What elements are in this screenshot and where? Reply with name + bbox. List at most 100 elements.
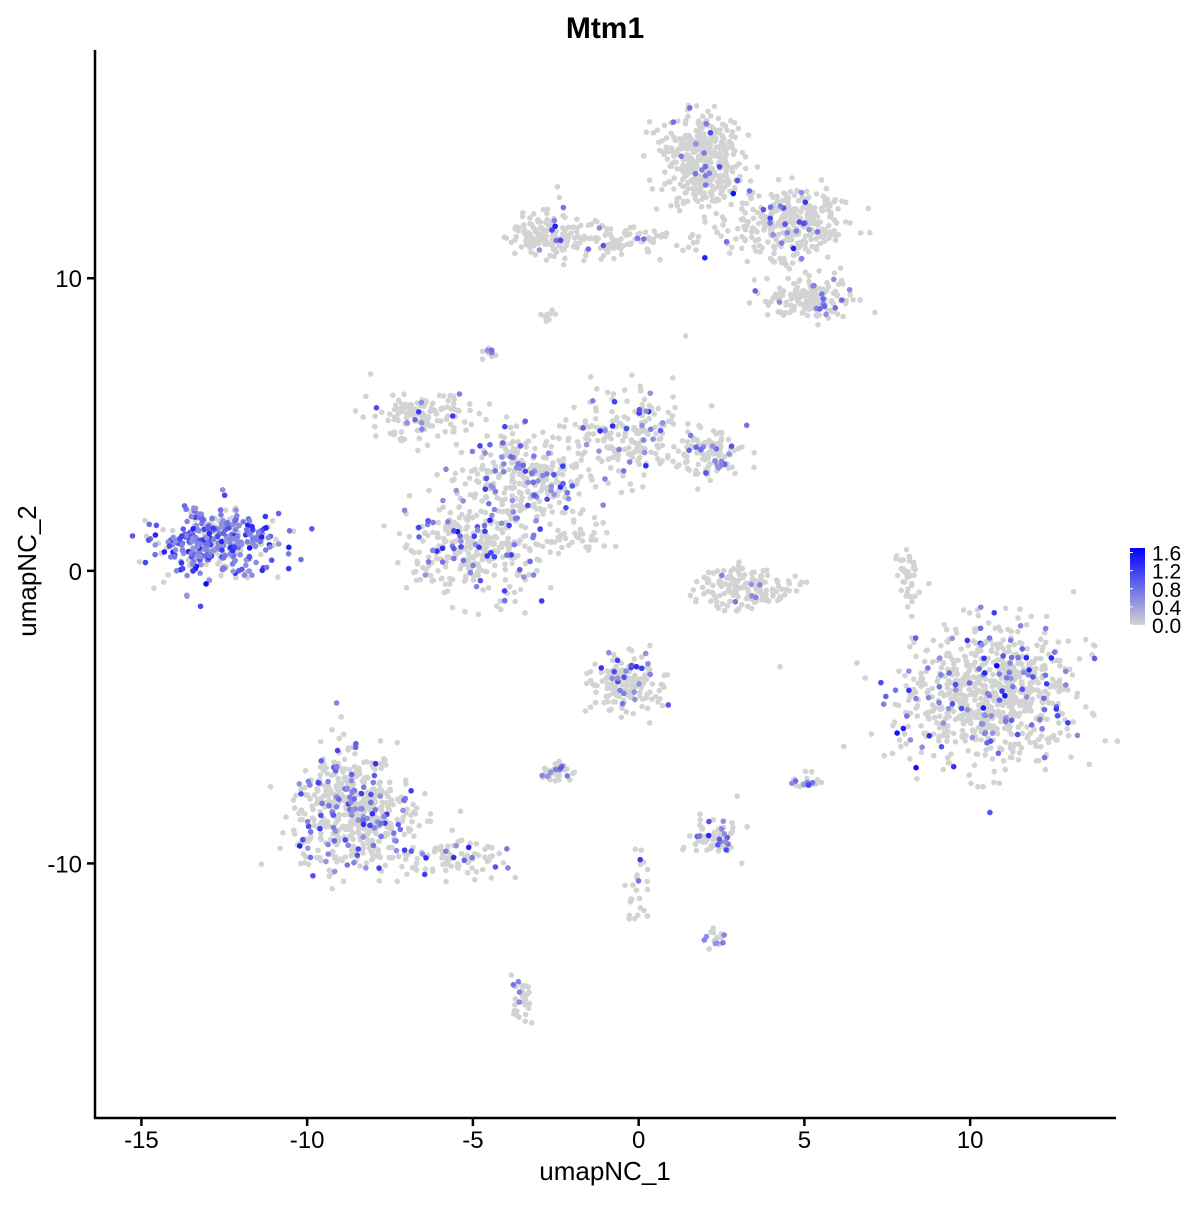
cell-point [403, 781, 409, 787]
cell-point [995, 645, 1001, 652]
cell-point [694, 470, 701, 477]
cell-point [780, 288, 787, 294]
cell-point [592, 415, 599, 422]
cell-point [761, 221, 768, 228]
cell-point [681, 451, 687, 457]
cell-point [733, 163, 739, 170]
legend-colorbar [1130, 548, 1145, 625]
cell-point-expressed [602, 427, 608, 434]
cell-point [679, 142, 685, 149]
cell-point-expressed [458, 538, 464, 545]
cell-point-expressed [262, 513, 269, 520]
cell-point [714, 934, 720, 941]
cell-point [903, 546, 910, 553]
cell-point [839, 198, 845, 204]
cell-point [1007, 723, 1013, 730]
cell-point [982, 752, 989, 758]
cell-point [452, 470, 459, 477]
cell-point-expressed [721, 932, 727, 938]
cell-point [909, 598, 915, 605]
cell-point [1015, 628, 1021, 635]
cell-point [323, 788, 329, 795]
cell-point-expressed [180, 526, 186, 532]
cell-point [427, 811, 434, 817]
cell-point [413, 860, 420, 867]
cell-point-expressed [450, 854, 457, 861]
cell-point [637, 387, 644, 394]
cell-point-expressed [492, 864, 499, 870]
cell-point [395, 559, 401, 566]
cell-point-expressed [964, 637, 971, 644]
cell-point [807, 215, 814, 222]
cell-point-expressed [693, 444, 699, 450]
cell-point [732, 134, 738, 141]
cell-point [396, 530, 403, 537]
cell-point [803, 188, 810, 195]
cell-point [742, 209, 748, 216]
cell-point [914, 775, 920, 782]
cell-point [644, 878, 651, 885]
cell-point [665, 409, 672, 416]
cell-point [1023, 621, 1030, 628]
chart-title: Mtm1 [566, 12, 644, 45]
cell-point [1042, 766, 1049, 773]
cell-point [717, 592, 723, 599]
cell-point [451, 429, 457, 435]
cell-point [787, 212, 794, 219]
cell-point [748, 605, 755, 612]
cell-point [445, 843, 451, 849]
cell-point [1014, 674, 1020, 680]
cell-point-expressed [218, 511, 224, 518]
cell-point [819, 286, 826, 293]
cell-point-expressed [701, 937, 708, 943]
cell-point [435, 567, 441, 574]
cell-point-expressed [715, 465, 722, 471]
cell-point-expressed [563, 504, 569, 511]
cell-point [617, 420, 623, 427]
cell-point-expressed [167, 554, 174, 560]
cell-point [970, 728, 977, 735]
cell-point [336, 735, 343, 742]
cell-point [966, 686, 973, 693]
cell-point-expressed [706, 170, 713, 177]
cell-point [764, 567, 770, 573]
cell-point-expressed [713, 446, 720, 452]
cell-point [577, 526, 584, 532]
cell-point-expressed [969, 734, 976, 741]
cell-point-expressed [460, 498, 466, 504]
cell-point [340, 878, 347, 885]
cell-point-expressed [703, 470, 709, 476]
cell-point [478, 466, 485, 472]
cell-point-expressed [515, 978, 522, 985]
cell-point-expressed [331, 868, 338, 875]
cell-point [539, 543, 546, 550]
cell-point-expressed [767, 204, 774, 210]
cell-point [676, 207, 683, 214]
cell-point [398, 408, 405, 415]
cell-point [160, 526, 166, 533]
cell-point-expressed [1041, 695, 1047, 701]
cell-point [763, 596, 770, 603]
cell-point-expressed [298, 556, 304, 563]
cell-point [837, 265, 844, 271]
cell-point [410, 809, 417, 816]
cell-point [896, 737, 903, 743]
cell-point [338, 714, 345, 720]
cell-point [607, 464, 614, 471]
cell-point [970, 689, 976, 696]
cell-point [862, 675, 868, 681]
cell-point [416, 549, 422, 556]
cell-point [317, 738, 324, 745]
cell-point [1076, 656, 1083, 662]
cell-point-expressed [800, 220, 807, 227]
cell-point [483, 494, 490, 501]
cell-point [1057, 663, 1063, 669]
cell-point [872, 309, 878, 316]
cell-point [795, 197, 802, 204]
cell-point [448, 406, 455, 412]
cell-point [985, 620, 992, 626]
cell-point [356, 826, 362, 832]
cell-point [966, 610, 973, 616]
cell-point [653, 430, 659, 437]
cell-point-expressed [363, 865, 369, 871]
